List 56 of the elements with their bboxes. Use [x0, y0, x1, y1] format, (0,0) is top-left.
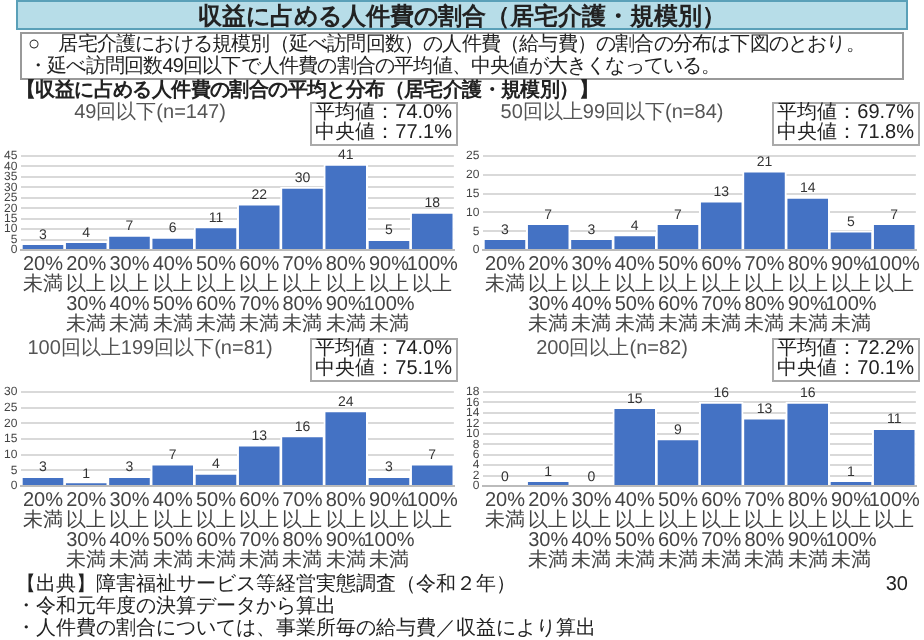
chart-title: 200回以上(n=82)	[534, 338, 690, 362]
text: 平均値：72.2%	[777, 338, 914, 360]
x-tick-label: 40%以上 50%未満	[152, 489, 193, 572]
x-tick-label: 70%以上 80%未満	[744, 253, 785, 336]
x-tick-label: 80%以上 90%未満	[325, 253, 366, 336]
x-tick-label: 100%以上	[868, 253, 921, 296]
text: 平均値：74.0%	[315, 338, 452, 360]
text: 中央値：75.1%	[315, 358, 452, 380]
chart-title: 49回以下(n=147)	[72, 102, 228, 126]
x-tick-label: 60%以上 70%未満	[701, 489, 742, 572]
x-tick-label: 30%以上 40%未満	[571, 253, 612, 336]
x-tick-label: 50%以上 60%未満	[657, 489, 699, 572]
x-tick-label: 80%以上 90%未満	[787, 489, 828, 572]
x-tick-label: 20%未満	[22, 489, 64, 532]
x-tick-label: 20%未満	[484, 489, 526, 532]
x-tick-label: 20%未満	[22, 253, 64, 296]
x-tick-label: 40%以上 50%未満	[614, 253, 655, 336]
x-tick-label: 60%以上 70%未満	[239, 253, 280, 336]
chart-title: 50回以上99回以下(n=84)	[498, 102, 726, 126]
x-tick-label: 20%未満	[484, 253, 526, 296]
x-tick-label: 50%以上 60%未満	[657, 253, 699, 336]
x-tick-label: 20%以上 30%未満	[66, 489, 107, 572]
text: 平均値：74.0%	[315, 102, 452, 124]
text: 平均値：69.7%	[777, 102, 914, 124]
x-tick-label: 40%以上 50%未満	[152, 253, 193, 336]
x-tick-label: 70%以上 80%未満	[282, 253, 323, 336]
x-tick-label: 100%以上	[868, 489, 921, 532]
text: ・人件費の割合については、事業所毎の給与費／収益により算出	[16, 618, 598, 640]
text: 中央値：71.8%	[777, 122, 914, 144]
x-tick-label: 20%以上 30%未満	[66, 253, 107, 336]
text: 中央値：77.1%	[315, 122, 452, 144]
x-tick-label: 80%以上 90%未満	[787, 253, 828, 336]
text: 【収益に占める人件費の割合の平均と分布（居宅介護・規模別）】	[16, 80, 601, 102]
text: 30	[885, 574, 908, 596]
text: 収益に占める人件費の割合（居宅介護・規模別）	[16, 0, 908, 30]
x-tick-label: 80%以上 90%未満	[325, 489, 366, 572]
x-tick-label: 60%以上 70%未満	[239, 489, 280, 572]
chart-title: 100回以上199回以下(n=81)	[25, 338, 275, 362]
x-tick-label: 20%以上 30%未満	[528, 253, 569, 336]
x-tick-label: 30%以上 40%未満	[109, 253, 150, 336]
x-tick-label: 20%以上 30%未満	[528, 489, 569, 572]
text: 【出典】障害福祉サービス等経営実態調査（令和２年）	[16, 574, 516, 596]
text: ○ 居宅介護における規模別（延べ訪問回数）の人件費（給与費）の割合の分布は下図のとおり。	[28, 34, 867, 56]
x-tick-label: 60%以上 70%未満	[701, 253, 742, 336]
x-tick-label: 30%以上 40%未満	[109, 489, 150, 572]
text: 中央値：70.1%	[777, 358, 914, 380]
x-tick-label: 70%以上 80%未満	[744, 489, 785, 572]
x-tick-label: 100%以上	[406, 489, 459, 532]
x-tick-label: 100%以上	[406, 253, 459, 296]
x-tick-label: 30%以上 40%未満	[571, 489, 612, 572]
x-tick-label: 70%以上 80%未満	[282, 489, 323, 572]
text: ・延べ訪問回数49回以下で人件費の割合の平均値、中央値が大きくなっている。	[28, 56, 723, 78]
text: ・令和元年度の決算データから算出	[16, 596, 336, 618]
x-tick-label: 50%以上 60%未満	[195, 253, 237, 336]
x-tick-label: 50%以上 60%未満	[195, 489, 237, 572]
x-tick-label: 40%以上 50%未満	[614, 489, 655, 572]
